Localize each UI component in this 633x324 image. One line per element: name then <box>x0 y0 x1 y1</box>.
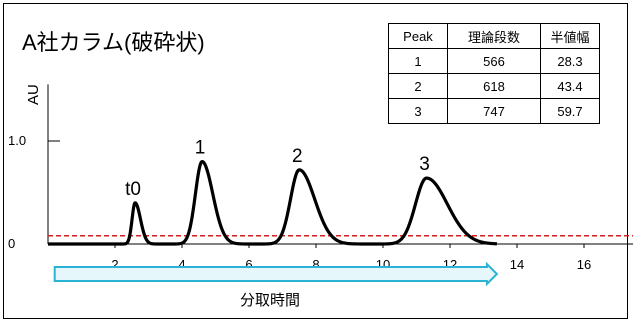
table-row: 3 747 59.7 <box>388 98 600 124</box>
x-tick-label: 4 <box>178 257 185 272</box>
table-cell: 2 <box>388 73 448 99</box>
table-cell: 43.4 <box>540 73 600 99</box>
chromatogram-trace <box>46 160 498 246</box>
table-cell: 28.3 <box>540 48 600 74</box>
table-cell: 1 <box>388 48 448 74</box>
table-row: 2 618 43.4 <box>388 73 600 99</box>
table-header-row: Peak 理論段数 半値幅 <box>388 23 600 49</box>
table-cell: 566 <box>447 48 541 74</box>
x-tick-label: 6 <box>245 257 252 272</box>
table-cell: 59.7 <box>540 98 600 124</box>
y-axis-label: AU <box>25 84 42 105</box>
y-tick-label: 0 <box>8 236 15 251</box>
table-cell: 3 <box>388 98 448 124</box>
table-row: 1 566 28.3 <box>388 48 600 74</box>
table-header-cell: Peak <box>388 23 448 49</box>
peak-table: Peak 理論段数 半値幅 1 566 28.3 2 618 43.4 3 74… <box>388 23 600 124</box>
x-tick-label: 14 <box>510 257 524 272</box>
x-tick-label: 16 <box>577 257 591 272</box>
x-tick-label: 8 <box>312 257 319 272</box>
table-cell: 618 <box>447 73 541 99</box>
peak-label: 3 <box>419 154 430 175</box>
peak-label: 2 <box>292 146 303 167</box>
chart-title: A社カラム(破砕状) <box>22 30 205 55</box>
table-cell: 747 <box>447 98 541 124</box>
x-tick-label: 2 <box>111 257 118 272</box>
x-axis-label: 分取時間 <box>240 292 300 309</box>
peak-label: t0 <box>125 179 141 200</box>
table-header-cell: 理論段数 <box>447 23 541 49</box>
table-header-cell: 半値幅 <box>540 23 600 49</box>
peak-label: 1 <box>195 138 206 159</box>
fraction-arrow <box>53 261 499 287</box>
y-tick-label: 1.0 <box>8 133 26 148</box>
